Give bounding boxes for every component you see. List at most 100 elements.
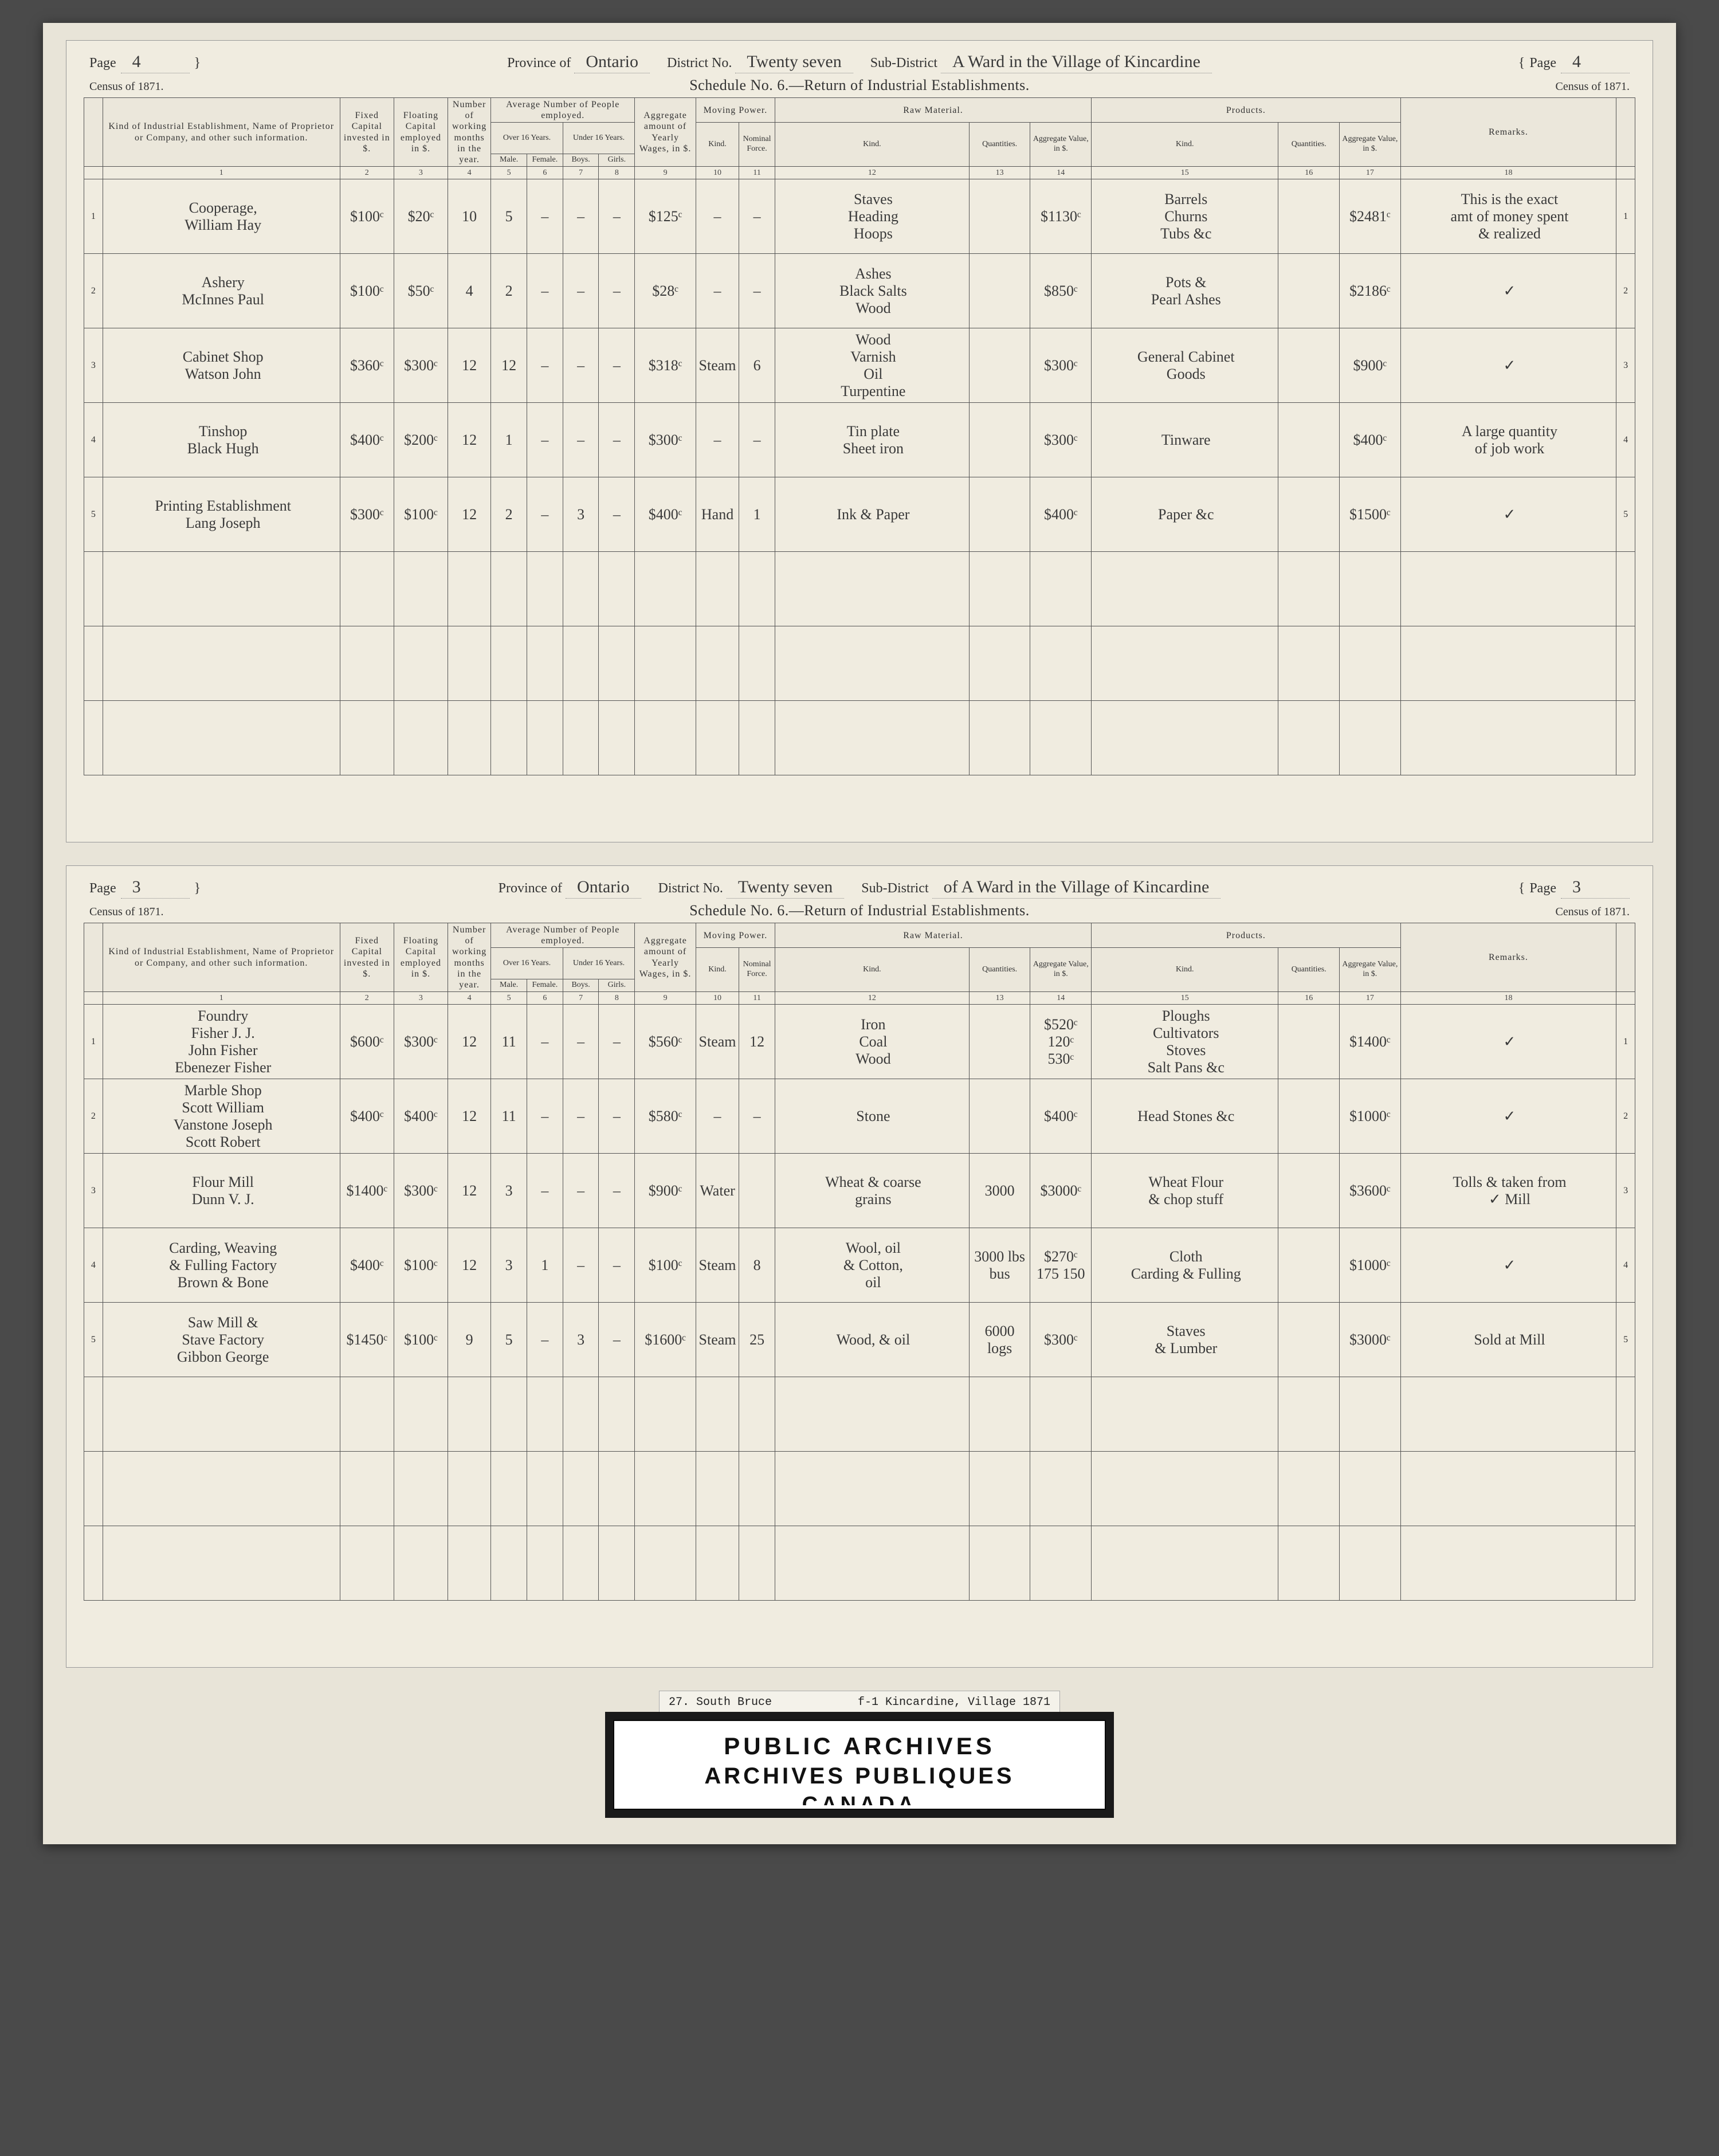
table-cell: – [563, 403, 599, 477]
table-cell [448, 552, 490, 626]
census-sheet-bottom: Page 3 } Province of Ontario District No… [66, 865, 1653, 1668]
table-row: 1Foundry Fisher J. J. John Fisher Ebenez… [84, 1005, 1635, 1079]
table-cell: $100ᶜ [340, 179, 394, 254]
table-cell: 6000 logs [969, 1303, 1030, 1377]
table-row-blank [84, 1452, 1635, 1526]
table-cell: – [599, 1303, 635, 1377]
table-cell [1278, 1228, 1340, 1303]
table-cell: Wheat & coarse grains [775, 1154, 969, 1228]
table-cell: 3 [1616, 328, 1635, 403]
table-cell [1340, 1377, 1401, 1452]
table-cell: Wood, & oil [775, 1303, 969, 1377]
table-cell: 12 [448, 1228, 490, 1303]
table-cell [969, 403, 1030, 477]
document-scan: Page 4 } Province of Ontario District No… [43, 23, 1676, 1844]
table-cell: 2 [1616, 254, 1635, 328]
table-cell: $3600ᶜ [1340, 1154, 1401, 1228]
table-cell: – [527, 1079, 563, 1154]
table-cell [635, 1377, 696, 1452]
col-rmqty: Quantities. [969, 123, 1030, 167]
table-cell: $200ᶜ [394, 403, 448, 477]
table-row-blank [84, 701, 1635, 775]
table-cell: 3 [84, 328, 103, 403]
table-cell [491, 1377, 527, 1452]
col-float-cap: Floating Capital employed in $. [394, 98, 448, 167]
table-cell: Steam [696, 328, 739, 403]
table-cell: $1600ᶜ [635, 1303, 696, 1377]
table-cell: $300ᶜ [1030, 403, 1092, 477]
table-cell [775, 626, 969, 701]
table-cell: 4 [1616, 1228, 1635, 1303]
table-cell [635, 1452, 696, 1526]
table-cell [103, 552, 340, 626]
table-cell [739, 1154, 775, 1228]
table-cell [696, 552, 739, 626]
table-cell [394, 1377, 448, 1452]
page-label-r: Page [1529, 881, 1556, 896]
table-cell: 3 [84, 1154, 103, 1228]
table-cell: 1 [1616, 1005, 1635, 1079]
col-pqty: Quantities. [1278, 123, 1340, 167]
table-cell: Marble Shop Scott William Vanstone Josep… [103, 1079, 340, 1154]
table-cell [563, 1526, 599, 1601]
table-cell: – [563, 328, 599, 403]
table-cell [1030, 1452, 1092, 1526]
table-cell: $28ᶜ [635, 254, 696, 328]
table-cell [1092, 626, 1278, 701]
table-cell [969, 1377, 1030, 1452]
table-row: 3Flour Mill Dunn V. J.$1400ᶜ$300ᶜ123–––$… [84, 1154, 1635, 1228]
table-cell [340, 552, 394, 626]
table-cell: $400ᶜ [1030, 1079, 1092, 1154]
table-cell [739, 626, 775, 701]
table-cell [563, 552, 599, 626]
table-cell [1278, 1005, 1340, 1079]
page-label: Page [89, 881, 116, 896]
table-cell: 12 [448, 1154, 490, 1228]
col-boys: Boys. [563, 154, 599, 167]
table-cell [1278, 254, 1340, 328]
col-under16: Under 16 Years. [563, 123, 635, 154]
table-cell: 12 [448, 403, 490, 477]
table-cell [340, 1377, 394, 1452]
table-cell [448, 1377, 490, 1452]
table-cell: $600ᶜ [340, 1005, 394, 1079]
table-cell [739, 1526, 775, 1601]
table-cell [1278, 626, 1340, 701]
table-cell: General Cabinet Goods [1092, 328, 1278, 403]
table-cell: 12 [739, 1005, 775, 1079]
table-cell [527, 1377, 563, 1452]
table-cell: 3 [1616, 1154, 1635, 1228]
table-cell [340, 626, 394, 701]
table-cell: 1 [84, 1005, 103, 1079]
table-cell [84, 626, 103, 701]
table-cell [340, 1526, 394, 1601]
table-cell: $400ᶜ [340, 1079, 394, 1154]
table-cell: 2 [84, 254, 103, 328]
table-row: 2Ashery McInnes Paul$100ᶜ$50ᶜ42–––$28ᶜ––… [84, 254, 1635, 328]
table-cell: 3000 [969, 1154, 1030, 1228]
table-cell: Barrels Churns Tubs &c [1092, 179, 1278, 254]
table-cell: Ashery McInnes Paul [103, 254, 340, 328]
table-cell: – [527, 254, 563, 328]
table-cell: 1 [1616, 179, 1635, 254]
table-cell: $400ᶜ [340, 403, 394, 477]
province-label: Province of [507, 56, 571, 70]
table-cell: 5 [1616, 1303, 1635, 1377]
table-cell: 1 [739, 477, 775, 552]
table-cell [635, 1526, 696, 1601]
column-number-row: 12 34 56 78 910 1112 1314 1516 1718 [84, 992, 1635, 1005]
table-cell [1278, 403, 1340, 477]
table-cell: $50ᶜ [394, 254, 448, 328]
table-cell: $300ᶜ [394, 1005, 448, 1079]
table-cell: Tin plate Sheet iron [775, 403, 969, 477]
census-table-top: Kind of Industrial Establishment, Name o… [84, 97, 1635, 775]
table-cell [491, 552, 527, 626]
table-cell [969, 179, 1030, 254]
table-cell [527, 552, 563, 626]
table-cell: ✓ [1400, 1228, 1616, 1303]
table-cell: Steam [696, 1005, 739, 1079]
table-cell [635, 701, 696, 775]
table-cell: Staves & Lumber [1092, 1303, 1278, 1377]
table-cell [599, 552, 635, 626]
table-cell: Stone [775, 1079, 969, 1154]
